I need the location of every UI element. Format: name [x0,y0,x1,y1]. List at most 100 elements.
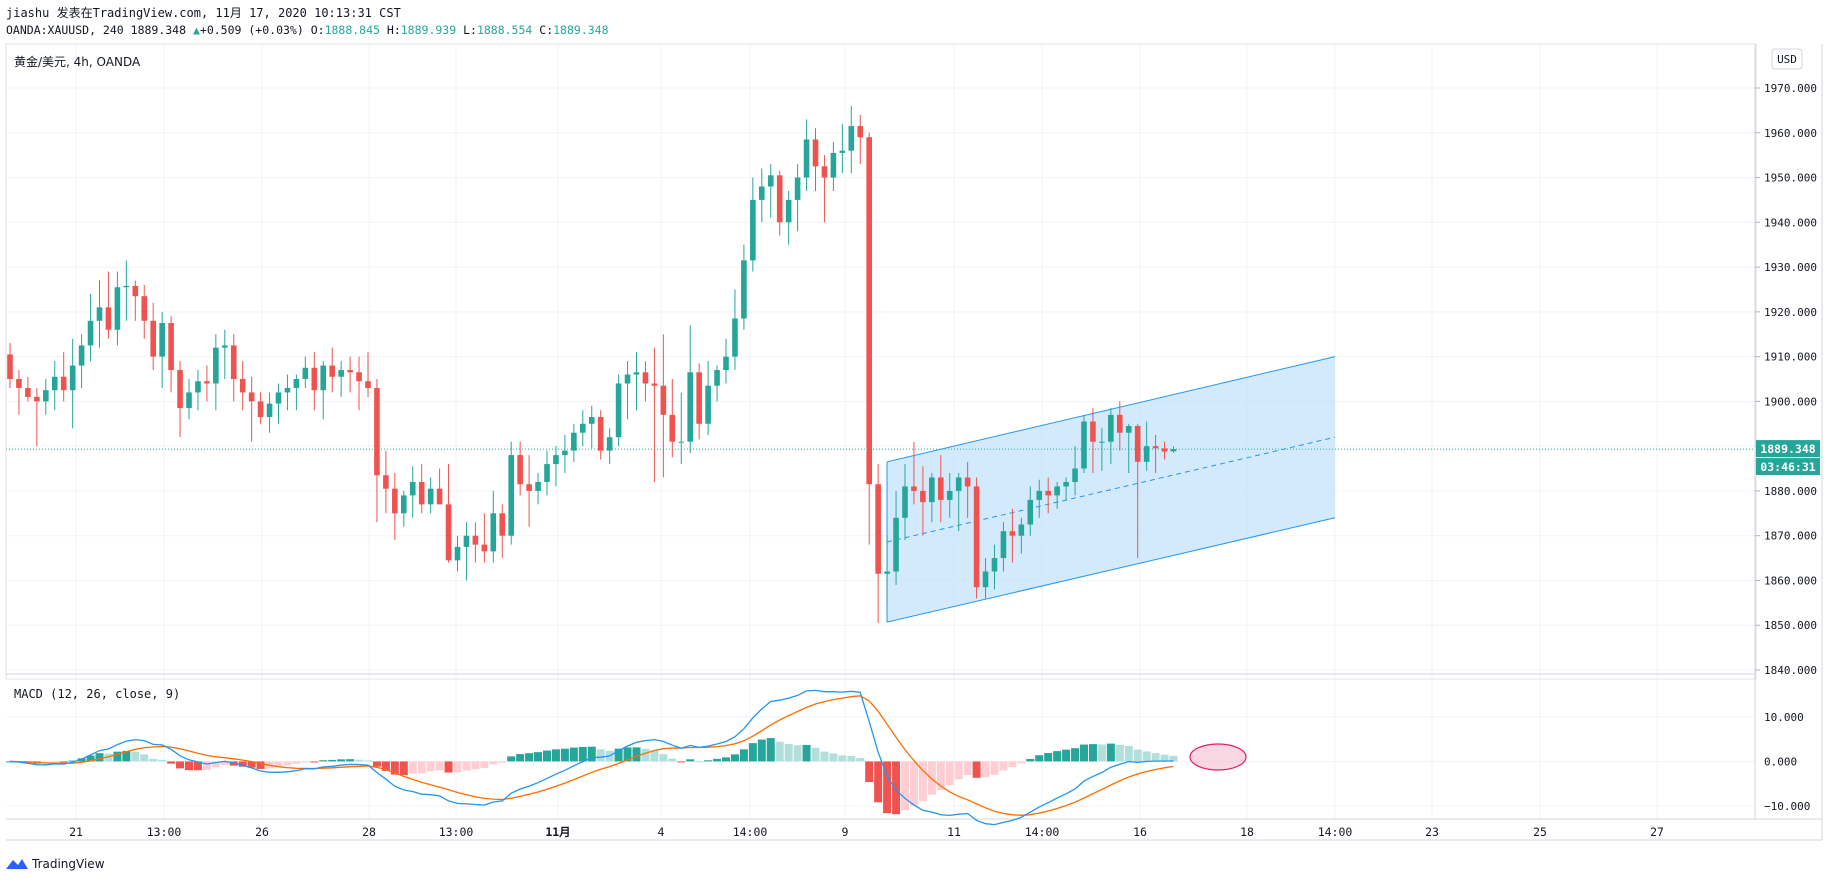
candle-body [204,381,210,384]
macd-histogram-bar [551,749,560,762]
macd-histogram-bar [185,761,193,771]
time-tick-label: 13:00 [439,825,474,839]
grid [6,44,1755,819]
candle-body [1117,414,1123,433]
tradingview-logo[interactable]: TradingView [6,857,105,871]
candle-body [723,356,729,371]
channel-lower-line [886,517,1336,623]
candle-body [275,392,282,404]
currency-badge[interactable] [1771,48,1803,70]
candle-body [472,535,479,545]
macd-histogram-bar [874,761,883,803]
candle-body [1072,468,1078,482]
candle-body [1027,499,1034,525]
macd-histogram-bar [901,761,909,811]
currency-badge-label: USD [1777,53,1797,66]
candle-body [750,199,756,261]
candle-body [51,376,58,391]
macd-histogram-bar [838,755,847,762]
macd-histogram-bar [722,757,730,762]
macd-histogram-bar [498,761,507,763]
candle-body [955,477,962,491]
macd-histogram-bar [86,755,95,762]
candle-body [588,417,595,424]
macd-histogram-bar [945,761,954,785]
macd-histogram-bar [757,739,766,762]
candle-body [374,387,380,476]
candle-body [553,455,559,465]
candle-body [687,372,693,442]
channel-fill [887,356,1335,623]
macd-histogram-bar [892,761,901,815]
candle-body [159,323,165,357]
macd-histogram-bar [408,761,417,774]
macd-histogram-bar [936,761,945,791]
candle-body [338,370,344,377]
macd-histogram-bar [641,748,650,762]
candle-body [105,307,112,330]
time-tick-label: 18 [1240,825,1254,839]
candle-body [43,390,49,402]
tradingview-logo-text: TradingView [32,857,105,871]
macd-histogram-bar [927,761,936,795]
macd-histogram-bar [426,761,435,772]
macd-histogram-bar [507,756,516,762]
candle-body [239,379,246,393]
candle-body [767,175,774,187]
tradingview-logo-icon [6,859,28,869]
candle-body [213,347,219,384]
candle-body [615,383,622,438]
macd-histogram-bar [784,743,793,762]
macd-histogram-bar [1080,744,1088,762]
macd-histogram-bar [247,761,256,768]
candle-body [776,175,783,223]
price-axis: 1970.000 1960.000 1950.000 1940.000 1930.000… [1755,82,1817,677]
candle-body [991,558,998,572]
candle-body [87,320,94,346]
candle-body [1000,531,1007,559]
candle-body [222,345,228,348]
macd-histogram-bar [856,757,865,762]
macd-histogram-bar [337,759,346,762]
candle-body [16,379,22,388]
macd-histogram-bar [1142,751,1151,762]
candle-body [830,152,837,178]
candle-body [651,383,658,386]
macd-histogram-bar [238,761,247,767]
macd-histogram-bar [1106,743,1115,762]
macd-histogram-bar [158,759,167,762]
time-tick-label: 14:00 [733,825,768,839]
macd-histogram-bar [596,749,605,762]
macd-histogram-bar [390,761,399,775]
candle-body [1009,531,1016,536]
macd-histogram-bar [847,756,856,762]
candle-body [812,139,819,167]
price-tick-label: 1860.000 [1764,574,1817,587]
candle-body [938,477,944,500]
candle-body [302,367,309,379]
candle-body [884,571,890,574]
candle-body [356,372,362,382]
candle-body [195,381,201,393]
macd-histogram-bar [1062,749,1071,762]
macd-histogram-bar [462,761,471,771]
macd-histogram-bar [1124,746,1133,762]
macd-histogram-bar [677,761,686,763]
macd-histogram-bar [623,747,632,762]
macd-histogram-bar [140,754,149,762]
macd-histogram-bar [489,761,498,765]
price-tick-label: 1900.000 [1764,395,1817,408]
time-tick-label: 11月 [545,825,570,839]
author-name: jiashu [6,6,50,20]
candle-body [624,374,631,384]
macd-histogram-bar [829,753,838,762]
highlight-ellipse[interactable] [1189,743,1247,771]
candlestick-series [7,105,1177,623]
candle-body [168,323,174,371]
macd-axis: 10.000 0.000 −10.000 [1764,711,1810,813]
macd-tick-label: 10.000 [1764,711,1804,724]
macd-histogram-bar [909,761,918,806]
macd-tick-label: −10.000 [1764,800,1810,813]
candle-body [454,546,461,561]
